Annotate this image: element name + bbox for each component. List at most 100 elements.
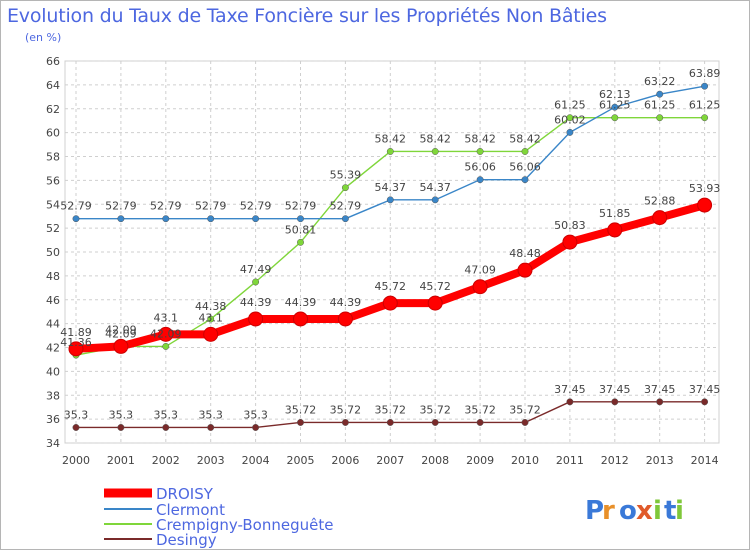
data-point — [341, 419, 349, 426]
data-label: 52.79 — [285, 200, 317, 213]
data-label: 35.3 — [109, 408, 134, 421]
data-label: 61.25 — [644, 99, 676, 112]
y-tick-label: 36 — [46, 413, 60, 426]
data-point — [382, 295, 398, 311]
x-tick-label: 2013 — [646, 454, 674, 467]
data-label: 37.45 — [599, 383, 631, 396]
data-point — [72, 215, 80, 223]
x-tick-label: 2004 — [242, 454, 270, 467]
data-label: 52.79 — [60, 200, 92, 213]
data-label: 61.25 — [689, 99, 721, 112]
data-label: 43.1 — [198, 311, 223, 324]
data-point — [337, 311, 353, 327]
data-point — [476, 148, 484, 155]
data-label: 44.39 — [285, 296, 317, 309]
data-label: 50.83 — [554, 219, 586, 232]
data-label: 48.48 — [509, 247, 541, 260]
x-tick-label: 2012 — [601, 454, 629, 467]
data-point — [697, 197, 713, 213]
x-tick-label: 2003 — [197, 454, 225, 467]
data-label: 35.3 — [243, 408, 268, 421]
x-tick-label: 2010 — [511, 454, 539, 467]
data-point — [517, 262, 533, 278]
data-point — [162, 424, 170, 431]
y-tick-label: 60 — [46, 127, 60, 140]
logo-letter: x — [636, 496, 653, 526]
data-label: 44.39 — [240, 296, 272, 309]
data-point — [252, 424, 260, 431]
data-label: 44.38 — [195, 300, 227, 313]
data-point — [117, 215, 125, 223]
data-point — [113, 338, 129, 354]
data-point — [656, 114, 664, 122]
data-label: 62.13 — [599, 88, 631, 101]
data-label: 52.79 — [150, 200, 182, 213]
data-point — [68, 341, 84, 357]
data-point — [252, 278, 260, 286]
y-tick-label: 46 — [46, 294, 60, 307]
y-tick-label: 42 — [46, 342, 60, 355]
data-label: 52.79 — [105, 200, 137, 213]
data-label: 44.39 — [330, 296, 362, 309]
data-label: 54.37 — [419, 181, 451, 194]
y-tick-label: 56 — [46, 174, 60, 187]
data-point — [566, 398, 574, 406]
data-label: 45.72 — [419, 280, 451, 293]
data-label: 35.72 — [375, 403, 407, 416]
data-point — [207, 424, 215, 431]
data-label: 56.06 — [509, 161, 541, 174]
data-point — [431, 148, 439, 155]
data-point — [427, 295, 443, 311]
data-label: 60.02 — [554, 113, 586, 126]
data-point — [521, 148, 529, 155]
x-tick-label: 2009 — [466, 454, 494, 467]
x-tick-label: 2002 — [152, 454, 180, 467]
data-point — [607, 222, 623, 238]
data-label: 58.42 — [509, 132, 541, 145]
legend-label: Crempigny-Bonneguête — [156, 516, 333, 534]
data-label: 51.85 — [599, 207, 631, 220]
unit-label: (en %) — [25, 31, 62, 44]
data-point — [341, 184, 349, 192]
data-label: 35.72 — [419, 403, 451, 416]
x-tick-label: 2006 — [331, 454, 359, 467]
data-label: 42.09 — [105, 327, 137, 340]
data-point — [162, 215, 170, 223]
x-tick-label: 2001 — [107, 454, 135, 467]
legend-label: Desingy — [156, 531, 217, 549]
y-tick-label: 54 — [46, 198, 60, 211]
chart-title: Evolution du Taux de Taxe Foncière sur l… — [7, 5, 607, 27]
data-label: 41.89 — [60, 326, 92, 339]
data-point — [431, 196, 439, 204]
data-point — [297, 215, 304, 223]
data-point — [162, 342, 170, 350]
data-label: 35.3 — [64, 408, 89, 421]
data-label: 41.36 — [60, 336, 92, 349]
data-label: 37.45 — [644, 383, 676, 396]
data-label: 52.79 — [240, 200, 272, 213]
y-tick-label: 38 — [46, 389, 60, 402]
data-point — [701, 398, 709, 406]
data-label: 53.93 — [689, 182, 721, 195]
data-label: 47.49 — [240, 263, 272, 276]
x-tick-label: 2007 — [376, 454, 404, 467]
legend-label: Clermont — [156, 501, 225, 519]
logo-letter: r — [602, 496, 615, 526]
data-label: 42.09 — [150, 327, 182, 340]
data-label: 52.79 — [330, 200, 362, 213]
y-tick-label: 62 — [46, 103, 60, 116]
data-point — [386, 196, 394, 204]
data-point — [203, 326, 219, 342]
data-point — [701, 82, 709, 90]
y-tick-label: 44 — [46, 318, 60, 331]
data-point — [293, 311, 308, 327]
data-label: 43.1 — [154, 311, 179, 324]
data-point — [566, 114, 574, 122]
data-point — [566, 128, 574, 136]
y-tick-label: 66 — [46, 55, 60, 68]
data-label: 35.72 — [330, 403, 362, 416]
data-label: 35.3 — [198, 408, 223, 421]
data-point — [207, 315, 215, 323]
